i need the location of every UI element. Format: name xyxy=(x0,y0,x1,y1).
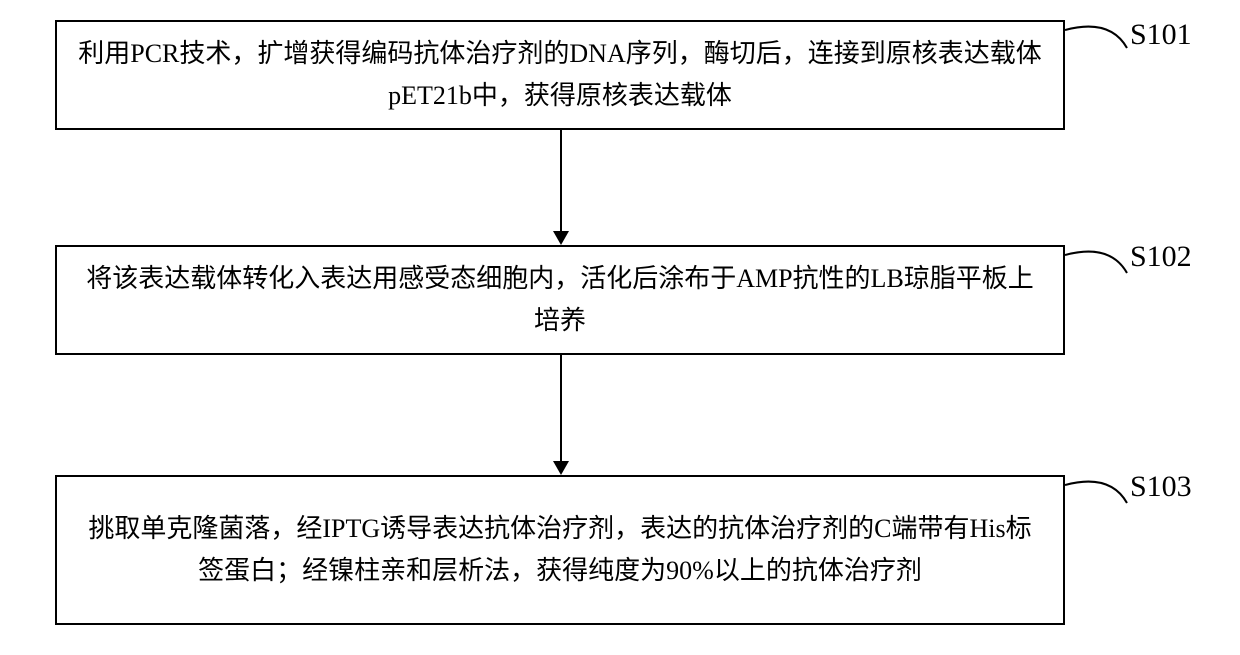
connector-curve-s103 xyxy=(1065,475,1135,505)
flow-step-s103: 挑取单克隆菌落，经IPTG诱导表达抗体治疗剂，表达的抗体治疗剂的C端带有His标… xyxy=(55,475,1065,625)
arrow-head-1 xyxy=(553,231,569,245)
flow-step-text: 将该表达载体转化入表达用感受态细胞内，活化后涂布于AMP抗性的LB琼脂平板上培养 xyxy=(77,258,1043,341)
flow-step-s101: 利用PCR技术，扩增获得编码抗体治疗剂的DNA序列，酶切后，连接到原核表达载体p… xyxy=(55,20,1065,130)
flowchart-container: 利用PCR技术，扩增获得编码抗体治疗剂的DNA序列，酶切后，连接到原核表达载体p… xyxy=(0,0,1240,655)
flow-step-s102: 将该表达载体转化入表达用感受态细胞内，活化后涂布于AMP抗性的LB琼脂平板上培养 xyxy=(55,245,1065,355)
arrow-line-1 xyxy=(560,130,562,231)
connector-curve-s102 xyxy=(1065,245,1135,275)
connector-curve-s101 xyxy=(1065,20,1135,50)
flow-step-text: 利用PCR技术，扩增获得编码抗体治疗剂的DNA序列，酶切后，连接到原核表达载体p… xyxy=(77,33,1043,116)
flow-step-text: 挑取单克隆菌落，经IPTG诱导表达抗体治疗剂，表达的抗体治疗剂的C端带有His标… xyxy=(77,508,1043,591)
flow-step-label-s103: S103 xyxy=(1130,470,1192,504)
flow-step-label-s102: S102 xyxy=(1130,240,1192,274)
flow-step-label-s101: S101 xyxy=(1130,18,1192,52)
arrow-head-2 xyxy=(553,461,569,475)
arrow-line-2 xyxy=(560,355,562,461)
